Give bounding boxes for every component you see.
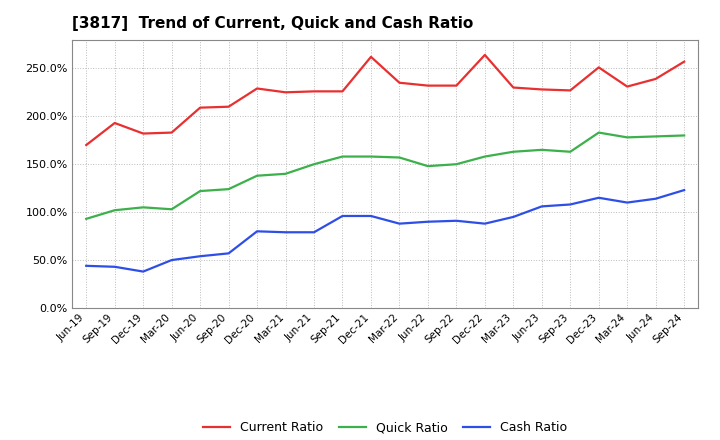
Quick Ratio: [366, 154, 375, 159]
Cash Ratio: [395, 221, 404, 226]
Cash Ratio: [566, 202, 575, 207]
Cash Ratio: [509, 214, 518, 220]
Current Ratio: [623, 84, 631, 89]
Cash Ratio: [253, 229, 261, 234]
Cash Ratio: [452, 218, 461, 224]
Current Ratio: [110, 121, 119, 126]
Quick Ratio: [225, 187, 233, 192]
Quick Ratio: [480, 154, 489, 159]
Cash Ratio: [623, 200, 631, 205]
Current Ratio: [139, 131, 148, 136]
Quick Ratio: [167, 207, 176, 212]
Quick Ratio: [680, 133, 688, 138]
Quick Ratio: [282, 171, 290, 176]
Legend: Current Ratio, Quick Ratio, Cash Ratio: Current Ratio, Quick Ratio, Cash Ratio: [198, 416, 572, 439]
Cash Ratio: [595, 195, 603, 200]
Line: Current Ratio: Current Ratio: [86, 55, 684, 145]
Current Ratio: [423, 83, 432, 88]
Quick Ratio: [623, 135, 631, 140]
Quick Ratio: [566, 149, 575, 154]
Cash Ratio: [310, 230, 318, 235]
Current Ratio: [167, 130, 176, 135]
Current Ratio: [310, 89, 318, 94]
Current Ratio: [595, 65, 603, 70]
Line: Cash Ratio: Cash Ratio: [86, 190, 684, 271]
Quick Ratio: [310, 161, 318, 167]
Cash Ratio: [338, 213, 347, 219]
Current Ratio: [480, 52, 489, 58]
Cash Ratio: [366, 213, 375, 219]
Cash Ratio: [680, 187, 688, 193]
Current Ratio: [225, 104, 233, 109]
Current Ratio: [537, 87, 546, 92]
Quick Ratio: [509, 149, 518, 154]
Current Ratio: [338, 89, 347, 94]
Current Ratio: [652, 76, 660, 81]
Quick Ratio: [110, 208, 119, 213]
Cash Ratio: [110, 264, 119, 269]
Line: Quick Ratio: Quick Ratio: [86, 132, 684, 219]
Cash Ratio: [282, 230, 290, 235]
Quick Ratio: [537, 147, 546, 153]
Quick Ratio: [253, 173, 261, 178]
Cash Ratio: [82, 263, 91, 268]
Current Ratio: [82, 143, 91, 148]
Current Ratio: [452, 83, 461, 88]
Cash Ratio: [139, 269, 148, 274]
Quick Ratio: [338, 154, 347, 159]
Current Ratio: [253, 86, 261, 91]
Quick Ratio: [423, 164, 432, 169]
Cash Ratio: [537, 204, 546, 209]
Current Ratio: [566, 88, 575, 93]
Cash Ratio: [480, 221, 489, 226]
Cash Ratio: [196, 253, 204, 259]
Quick Ratio: [595, 130, 603, 135]
Cash Ratio: [225, 251, 233, 256]
Quick Ratio: [139, 205, 148, 210]
Quick Ratio: [652, 134, 660, 139]
Quick Ratio: [452, 161, 461, 167]
Cash Ratio: [423, 219, 432, 224]
Quick Ratio: [82, 216, 91, 221]
Current Ratio: [680, 59, 688, 64]
Quick Ratio: [395, 155, 404, 160]
Cash Ratio: [167, 257, 176, 263]
Current Ratio: [395, 80, 404, 85]
Current Ratio: [282, 90, 290, 95]
Current Ratio: [366, 54, 375, 59]
Current Ratio: [196, 105, 204, 110]
Cash Ratio: [652, 196, 660, 202]
Current Ratio: [509, 85, 518, 90]
Quick Ratio: [196, 188, 204, 194]
Text: [3817]  Trend of Current, Quick and Cash Ratio: [3817] Trend of Current, Quick and Cash …: [72, 16, 473, 32]
